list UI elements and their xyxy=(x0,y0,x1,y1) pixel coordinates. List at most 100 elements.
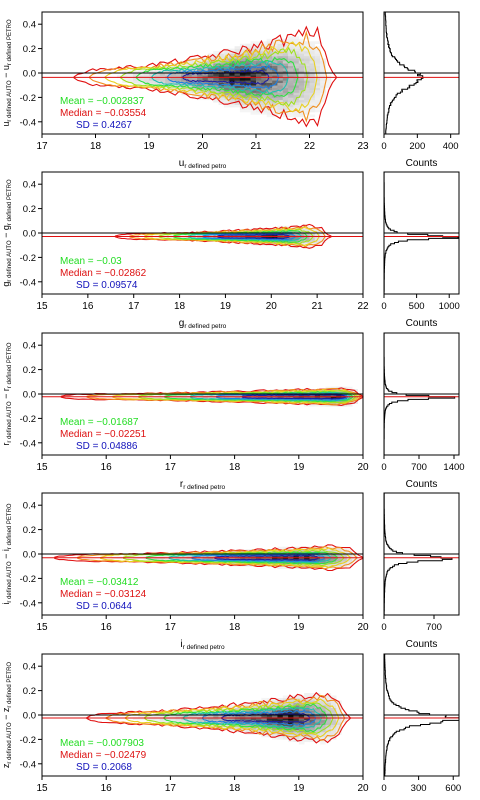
density-bin xyxy=(202,95,209,98)
density-bin xyxy=(298,695,305,699)
density-bin xyxy=(272,68,278,71)
density-bin xyxy=(261,58,267,62)
density-bin xyxy=(314,48,321,52)
density-bin xyxy=(288,396,294,400)
density-bin xyxy=(288,55,294,59)
density-bin xyxy=(288,104,294,108)
density-bin xyxy=(309,65,316,69)
density-bin xyxy=(282,53,289,57)
density-bin xyxy=(298,43,305,47)
density-bin xyxy=(245,82,251,86)
density-bin xyxy=(266,80,273,83)
density-bin xyxy=(138,75,144,79)
density-bin xyxy=(314,729,321,733)
density-bin xyxy=(245,70,251,74)
density-bin xyxy=(336,702,342,706)
y-axis-label-sub: r defined AUTO xyxy=(7,80,13,122)
stat-median: Median = −0.02479 xyxy=(60,750,147,761)
density-bin xyxy=(336,707,342,711)
density-bin xyxy=(229,48,235,52)
density-bin xyxy=(132,80,139,83)
histogram: 0 200 400 Counts xyxy=(381,11,460,169)
density-bin xyxy=(261,77,267,81)
density-bin xyxy=(154,75,160,79)
density-bin xyxy=(234,104,241,108)
density-bin xyxy=(293,715,299,718)
density-bin xyxy=(277,99,283,103)
density-bin xyxy=(191,717,198,721)
density-bin xyxy=(223,77,230,81)
histogram-x-tick-label: 600 xyxy=(445,783,461,794)
x-tick-label: 17 xyxy=(165,783,177,794)
density-bin xyxy=(256,717,262,721)
density-bin xyxy=(298,75,305,79)
y-tick-label: 0.2 xyxy=(23,44,36,55)
contour-level-8 xyxy=(241,393,346,400)
density-bin xyxy=(239,51,246,54)
density-bin xyxy=(266,109,273,113)
density-bin xyxy=(202,77,209,81)
y-axis-label-minus: − xyxy=(1,391,11,401)
density-bin xyxy=(239,73,246,76)
density-bin xyxy=(304,396,310,400)
density-bin xyxy=(325,75,332,79)
density-bin xyxy=(256,702,262,706)
density-bin xyxy=(336,558,342,562)
density-bin xyxy=(132,75,139,79)
contour-level-6 xyxy=(168,552,332,564)
density-bin xyxy=(132,73,139,76)
density-bin xyxy=(314,63,321,66)
density-bin xyxy=(218,705,225,708)
y-tick-label: 0.2 xyxy=(23,204,36,215)
x-axis-label: ir defined petro xyxy=(180,639,225,651)
density-bin xyxy=(304,43,310,47)
density-bin xyxy=(223,551,230,555)
histogram-x-label: Counts xyxy=(406,639,438,650)
density-bin xyxy=(234,707,241,711)
density-bin xyxy=(223,73,230,76)
density-bin xyxy=(314,724,321,728)
density-bin xyxy=(250,97,257,101)
density-bin xyxy=(293,114,299,118)
density-bin xyxy=(336,722,342,725)
density-bin xyxy=(282,63,289,66)
density-bin xyxy=(245,46,251,49)
density-bin xyxy=(250,41,257,44)
density-bin xyxy=(266,715,273,718)
density-bin xyxy=(330,700,337,704)
density-bin xyxy=(256,75,262,79)
density-bin xyxy=(159,80,166,83)
density-bin xyxy=(165,80,171,83)
density-bin xyxy=(149,73,155,76)
density-bin xyxy=(298,722,305,725)
density-bin xyxy=(277,697,283,701)
density-bin xyxy=(320,719,326,723)
density-bin xyxy=(304,697,310,701)
density-bin xyxy=(336,729,342,733)
density-bin xyxy=(288,240,294,243)
x-axis-label: ur defined petro xyxy=(179,158,227,170)
contour-level-4 xyxy=(144,701,334,734)
density-bin xyxy=(159,77,166,81)
density-bin xyxy=(272,99,278,103)
density-bin xyxy=(282,87,289,91)
density-bin xyxy=(320,712,326,716)
density-bin xyxy=(245,549,251,552)
x-axis: 15 16 17 18 19 20 xyxy=(36,615,369,633)
density-bin xyxy=(298,97,305,101)
density-bin xyxy=(245,80,251,83)
y-tick-label: 0.4 xyxy=(23,662,36,673)
histogram-x-tick-label: 0 xyxy=(381,301,386,312)
y-axis: 0.4 0.2 0.0 -0.2 -0.4 xyxy=(20,20,42,128)
density-bin xyxy=(116,75,123,79)
density-bin xyxy=(282,104,289,108)
density-bin xyxy=(250,109,257,113)
x-tick-label: 21 xyxy=(250,141,262,152)
density-bin xyxy=(336,551,342,555)
y-axis-label-main: z xyxy=(1,763,11,768)
density-bin xyxy=(277,68,283,71)
density-bin xyxy=(309,396,316,400)
density-bin xyxy=(282,95,289,98)
density-bin xyxy=(320,697,326,701)
density-bin xyxy=(213,396,219,400)
